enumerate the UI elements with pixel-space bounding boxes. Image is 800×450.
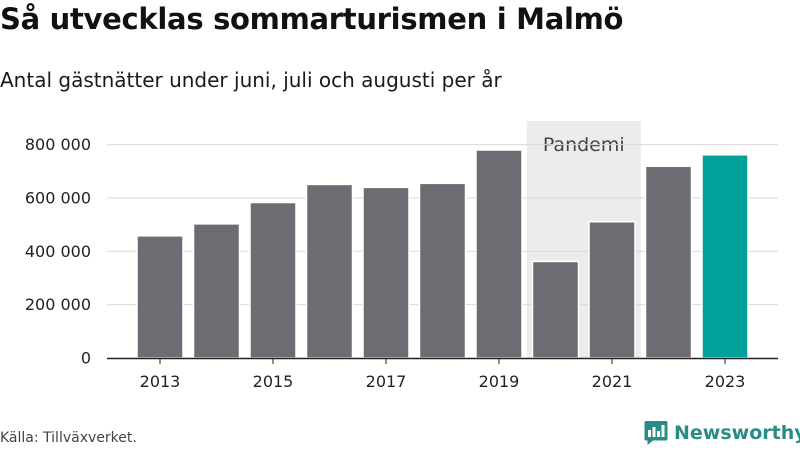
bar-2023 <box>701 154 749 359</box>
y-tick-label: 800 000 <box>25 135 91 154</box>
axes: 0 200 000 400 000 600 000 800 000 2013 2015 201… <box>25 135 778 391</box>
bar-2014 <box>192 223 241 359</box>
bar-2020 <box>531 260 580 359</box>
x-tick-label: 2023 <box>705 372 746 391</box>
bar-2021 <box>588 220 636 359</box>
x-tick-label: 2019 <box>479 372 520 391</box>
y-tick-label: 0 <box>81 349 91 368</box>
bar-2015 <box>249 201 297 359</box>
y-tick-label: 400 000 <box>25 242 91 261</box>
bar-2019 <box>475 149 523 359</box>
brand-name: Newsworthy <box>674 422 800 444</box>
chart-subtitle: Antal gästnätter under juni, juli och au… <box>0 68 502 92</box>
x-tick-label: 2021 <box>592 372 633 391</box>
y-tick-label: 200 000 <box>25 295 91 314</box>
bar-2017 <box>362 186 410 359</box>
newsworthy-logo-icon <box>644 421 668 445</box>
y-tick-label: 600 000 <box>25 189 91 208</box>
bars <box>136 149 749 359</box>
bar-2018 <box>418 182 467 359</box>
bar-2013 <box>136 235 184 359</box>
x-tick-label: 2013 <box>140 372 181 391</box>
source-note: Källa: Tillväxverket. <box>0 430 137 446</box>
brand-logo: Newsworthy <box>644 419 800 447</box>
bar-2016 <box>305 183 354 359</box>
bar-2022 <box>644 165 693 359</box>
chart-title: Så utvecklas sommarturismen i Malmö <box>0 2 624 36</box>
x-tick-label: 2015 <box>253 372 294 391</box>
x-tick-label: 2017 <box>366 372 407 391</box>
